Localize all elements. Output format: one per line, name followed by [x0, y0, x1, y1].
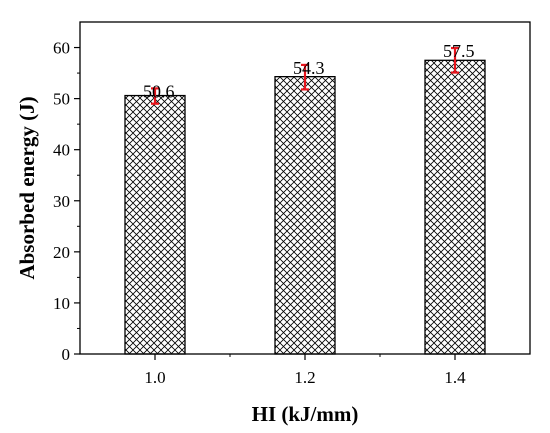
x-tick-label: 1.4: [444, 368, 466, 387]
y-axis-title: Absorbed energy (J): [15, 96, 39, 279]
data-label: 57.5: [443, 41, 475, 61]
x-tick-label: 1.2: [294, 368, 315, 387]
bar: [424, 59, 486, 355]
y-tick-label: 60: [53, 39, 70, 58]
y-tick-label: 0: [62, 345, 71, 364]
error-bars-layer: [151, 46, 459, 105]
bar: [124, 94, 186, 355]
y-tick-label: 30: [53, 192, 70, 211]
data-label: 54.3: [293, 58, 325, 78]
bars-layer: [124, 59, 486, 355]
y-axis: 0 10 20 30 40 50 60: [53, 39, 80, 364]
data-labels-layer: 50.6 54.3 57.5: [143, 41, 475, 101]
y-tick-label: 40: [53, 141, 70, 160]
data-label: 50.6: [143, 81, 175, 101]
y-tick-label: 20: [53, 243, 70, 262]
y-tick-label: 50: [53, 90, 70, 109]
bar: [274, 76, 336, 355]
y-tick-label: 10: [53, 294, 70, 313]
x-axis-title: HI (kJ/mm): [252, 402, 359, 426]
x-axis: 1.0 1.2 1.4: [144, 354, 466, 387]
x-tick-label: 1.0: [144, 368, 165, 387]
